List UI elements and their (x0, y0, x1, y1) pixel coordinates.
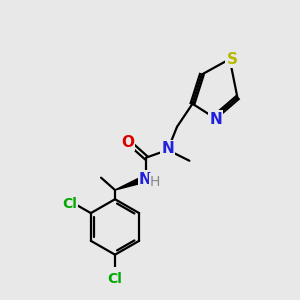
Text: N: N (139, 172, 152, 187)
Text: Cl: Cl (62, 197, 77, 211)
Text: S: S (226, 52, 238, 67)
Text: N: N (209, 112, 222, 127)
Text: H: H (150, 175, 160, 188)
Polygon shape (115, 175, 147, 190)
Text: Cl: Cl (108, 272, 122, 286)
Text: O: O (121, 135, 134, 150)
Text: N: N (161, 141, 174, 156)
